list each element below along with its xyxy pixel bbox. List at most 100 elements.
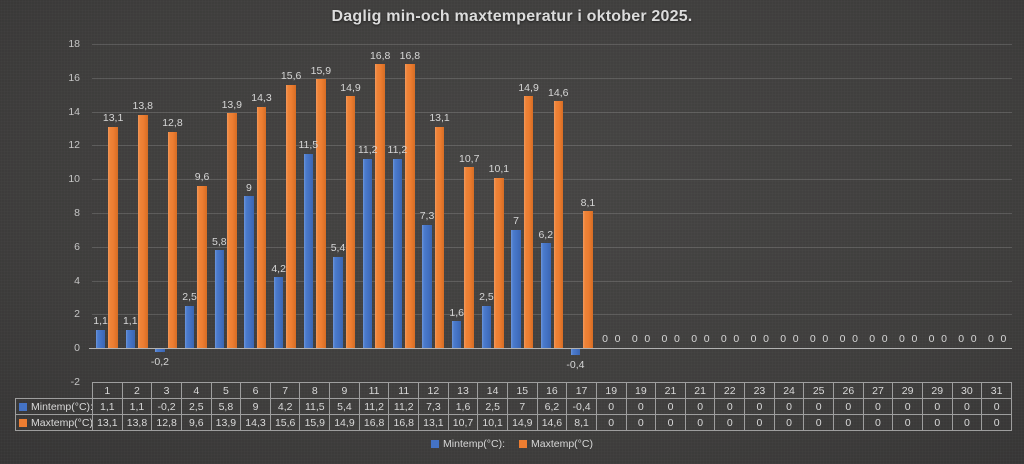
table-cell-mintemp-col-8: 11,5: [299, 398, 331, 415]
table-day-header: 24: [773, 382, 805, 399]
data-label-mintemp-col-11: 11,2: [387, 144, 408, 157]
data-label-mintemp-col-17: -0,4: [566, 358, 585, 371]
bar-maxtemp-col-4: [197, 185, 207, 349]
bar-mintemp-col-12: [422, 224, 432, 349]
bar-mintemp-col-9: [333, 256, 343, 349]
data-label-maxtemp-col-30: 0: [970, 333, 977, 346]
table-day-header: 23: [744, 382, 775, 399]
table-cell-maxtemp-col-10: 16,8: [358, 414, 390, 431]
table-day-header: 4: [180, 382, 212, 399]
data-label-maxtemp-col-16: 14,6: [548, 86, 569, 99]
table-day-header: 2: [121, 382, 153, 399]
y-axis-tick-label: 12: [68, 139, 80, 152]
table-cell-maxtemp-col-25: 0: [803, 414, 835, 431]
data-label-maxtemp-col-18: 0: [614, 333, 621, 346]
table-cell-mintemp-col-15: 7: [506, 398, 538, 415]
y-axis-tick-label: 8: [74, 207, 80, 219]
data-label-maxtemp-col-21: 0: [703, 333, 710, 346]
data-label-maxtemp-col-27: 0: [881, 333, 888, 346]
data-label-maxtemp-col-10: 16,8: [369, 49, 391, 62]
bar-maxtemp-col-11: [405, 64, 415, 349]
table-cell-maxtemp-col-5: 13,9: [210, 414, 242, 431]
table-cell-maxtemp-col-18: 0: [595, 414, 627, 431]
y-axis-tick-label: 10: [68, 173, 80, 186]
table-cell-maxtemp-col-21: 0: [684, 414, 716, 431]
gridline: [92, 77, 1012, 79]
data-label-maxtemp-col-3: 12,8: [162, 117, 183, 130]
maxtemp-legend-swatch-icon: [519, 440, 527, 448]
x-axis-line: [89, 348, 1012, 350]
table-cell-mintemp-col-31: 0: [981, 398, 1012, 415]
data-label-mintemp-col-3: -0,2: [150, 355, 169, 368]
y-axis-tick-label: 16: [68, 71, 80, 84]
data-label-maxtemp-col-25: 0: [822, 333, 829, 346]
legend: Mintemp(°C): Maxtemp(°C): [0, 438, 1024, 450]
table-cell-mintemp-col-3: -0,2: [151, 398, 182, 415]
table-day-header: 11: [358, 382, 390, 399]
bar-maxtemp-col-7: [286, 84, 296, 349]
table-cell-mintemp-col-11: 11,2: [388, 398, 420, 415]
table-cell-mintemp-col-14: 2,5: [477, 398, 508, 415]
chart-title: Daglig min-och maxtemperatur i oktober 2…: [331, 8, 693, 25]
table-day-header: 15: [506, 382, 538, 399]
table-cell-mintemp-col-4: 2,5: [180, 398, 212, 415]
bar-maxtemp-col-10: [375, 64, 385, 349]
legend-label-maxtemp: Maxtemp(°C): [531, 438, 593, 450]
table-cell-mintemp-col-10: 11,2: [358, 398, 390, 415]
table-row-label-mintemp: Mintemp(°C):: [15, 398, 93, 415]
data-label-maxtemp-col-5: 13,9: [221, 98, 243, 111]
bar-mintemp-col-7: [273, 277, 284, 349]
bar-mintemp-col-1: [95, 329, 106, 349]
table-day-header: 1: [92, 382, 123, 399]
bar-maxtemp-col-13: [464, 167, 474, 349]
data-label-mintemp-col-27: 0: [869, 333, 876, 346]
table-cell-mintemp-col-30: 0: [951, 398, 983, 415]
bar-maxtemp-col-15: [523, 96, 534, 349]
data-label-mintemp-col-9: 5,4: [330, 242, 346, 255]
table-day-header: 19: [625, 382, 657, 399]
data-label-mintemp-col-14: 2,5: [479, 291, 494, 304]
table-cell-maxtemp-col-3: 12,8: [151, 414, 182, 431]
table-day-header: 11: [388, 382, 420, 399]
data-label-maxtemp-col-4: 9,6: [194, 171, 210, 184]
gridline: [92, 44, 1012, 45]
table-day-header: 16: [536, 382, 568, 399]
table-cell-maxtemp-col-24: 0: [773, 414, 805, 431]
data-label-mintemp-col-23: 0: [750, 333, 757, 346]
table-day-header: 3: [151, 382, 182, 399]
bar-maxtemp-col-3: [167, 131, 178, 349]
y-axis-tick-label: 2: [74, 308, 80, 321]
table-cell-maxtemp-col-7: 15,6: [269, 414, 301, 431]
y-axis-tick-label: 6: [74, 240, 80, 253]
table-cell-mintemp-col-23: 0: [744, 398, 775, 415]
table-cell-maxtemp-col-14: 10,1: [477, 414, 508, 431]
data-label-maxtemp-col-8: 15,9: [310, 64, 332, 77]
table-day-header: 27: [862, 382, 894, 399]
table-cell-maxtemp-col-15: 14,9: [506, 414, 538, 431]
data-label-mintemp-col-16: 6,2: [538, 228, 554, 241]
table-day-header: 30: [951, 382, 983, 399]
data-label-maxtemp-col-24: 0: [792, 333, 799, 346]
table-cell-mintemp-col-12: 7,3: [418, 398, 449, 415]
table-cell-maxtemp-col-11: 16,8: [388, 414, 420, 431]
table-cell-maxtemp-col-28: 0: [892, 414, 923, 431]
mintemp-series-swatch-icon: [19, 402, 27, 411]
data-label-mintemp-col-4: 2,5: [182, 291, 197, 304]
bar-mintemp-col-15: [511, 229, 521, 349]
table-cell-maxtemp-col-9: 14,9: [329, 414, 360, 431]
bar-maxtemp-col-17: [583, 211, 593, 349]
bar-mintemp-col-2: [125, 329, 136, 349]
data-label-mintemp-col-15: 7: [513, 215, 519, 228]
data-label-mintemp-col-6: 9: [246, 181, 252, 194]
data-label-mintemp-col-2: 1,1: [122, 315, 138, 328]
bar-maxtemp-col-12: [434, 126, 445, 349]
table-day-header: 31: [981, 382, 1012, 399]
table-cell-mintemp-col-26: 0: [833, 398, 864, 415]
table-day-header: 22: [714, 382, 746, 399]
legend-item-maxtemp: Maxtemp(°C): [519, 438, 593, 450]
table-cell-maxtemp-col-17: 8,1: [566, 414, 597, 431]
data-label-mintemp-col-26: 0: [839, 333, 846, 346]
table-cell-mintemp-col-18: 0: [595, 398, 627, 415]
bar-mintemp-col-4: [184, 305, 195, 349]
bar-maxtemp-col-2: [138, 114, 148, 349]
